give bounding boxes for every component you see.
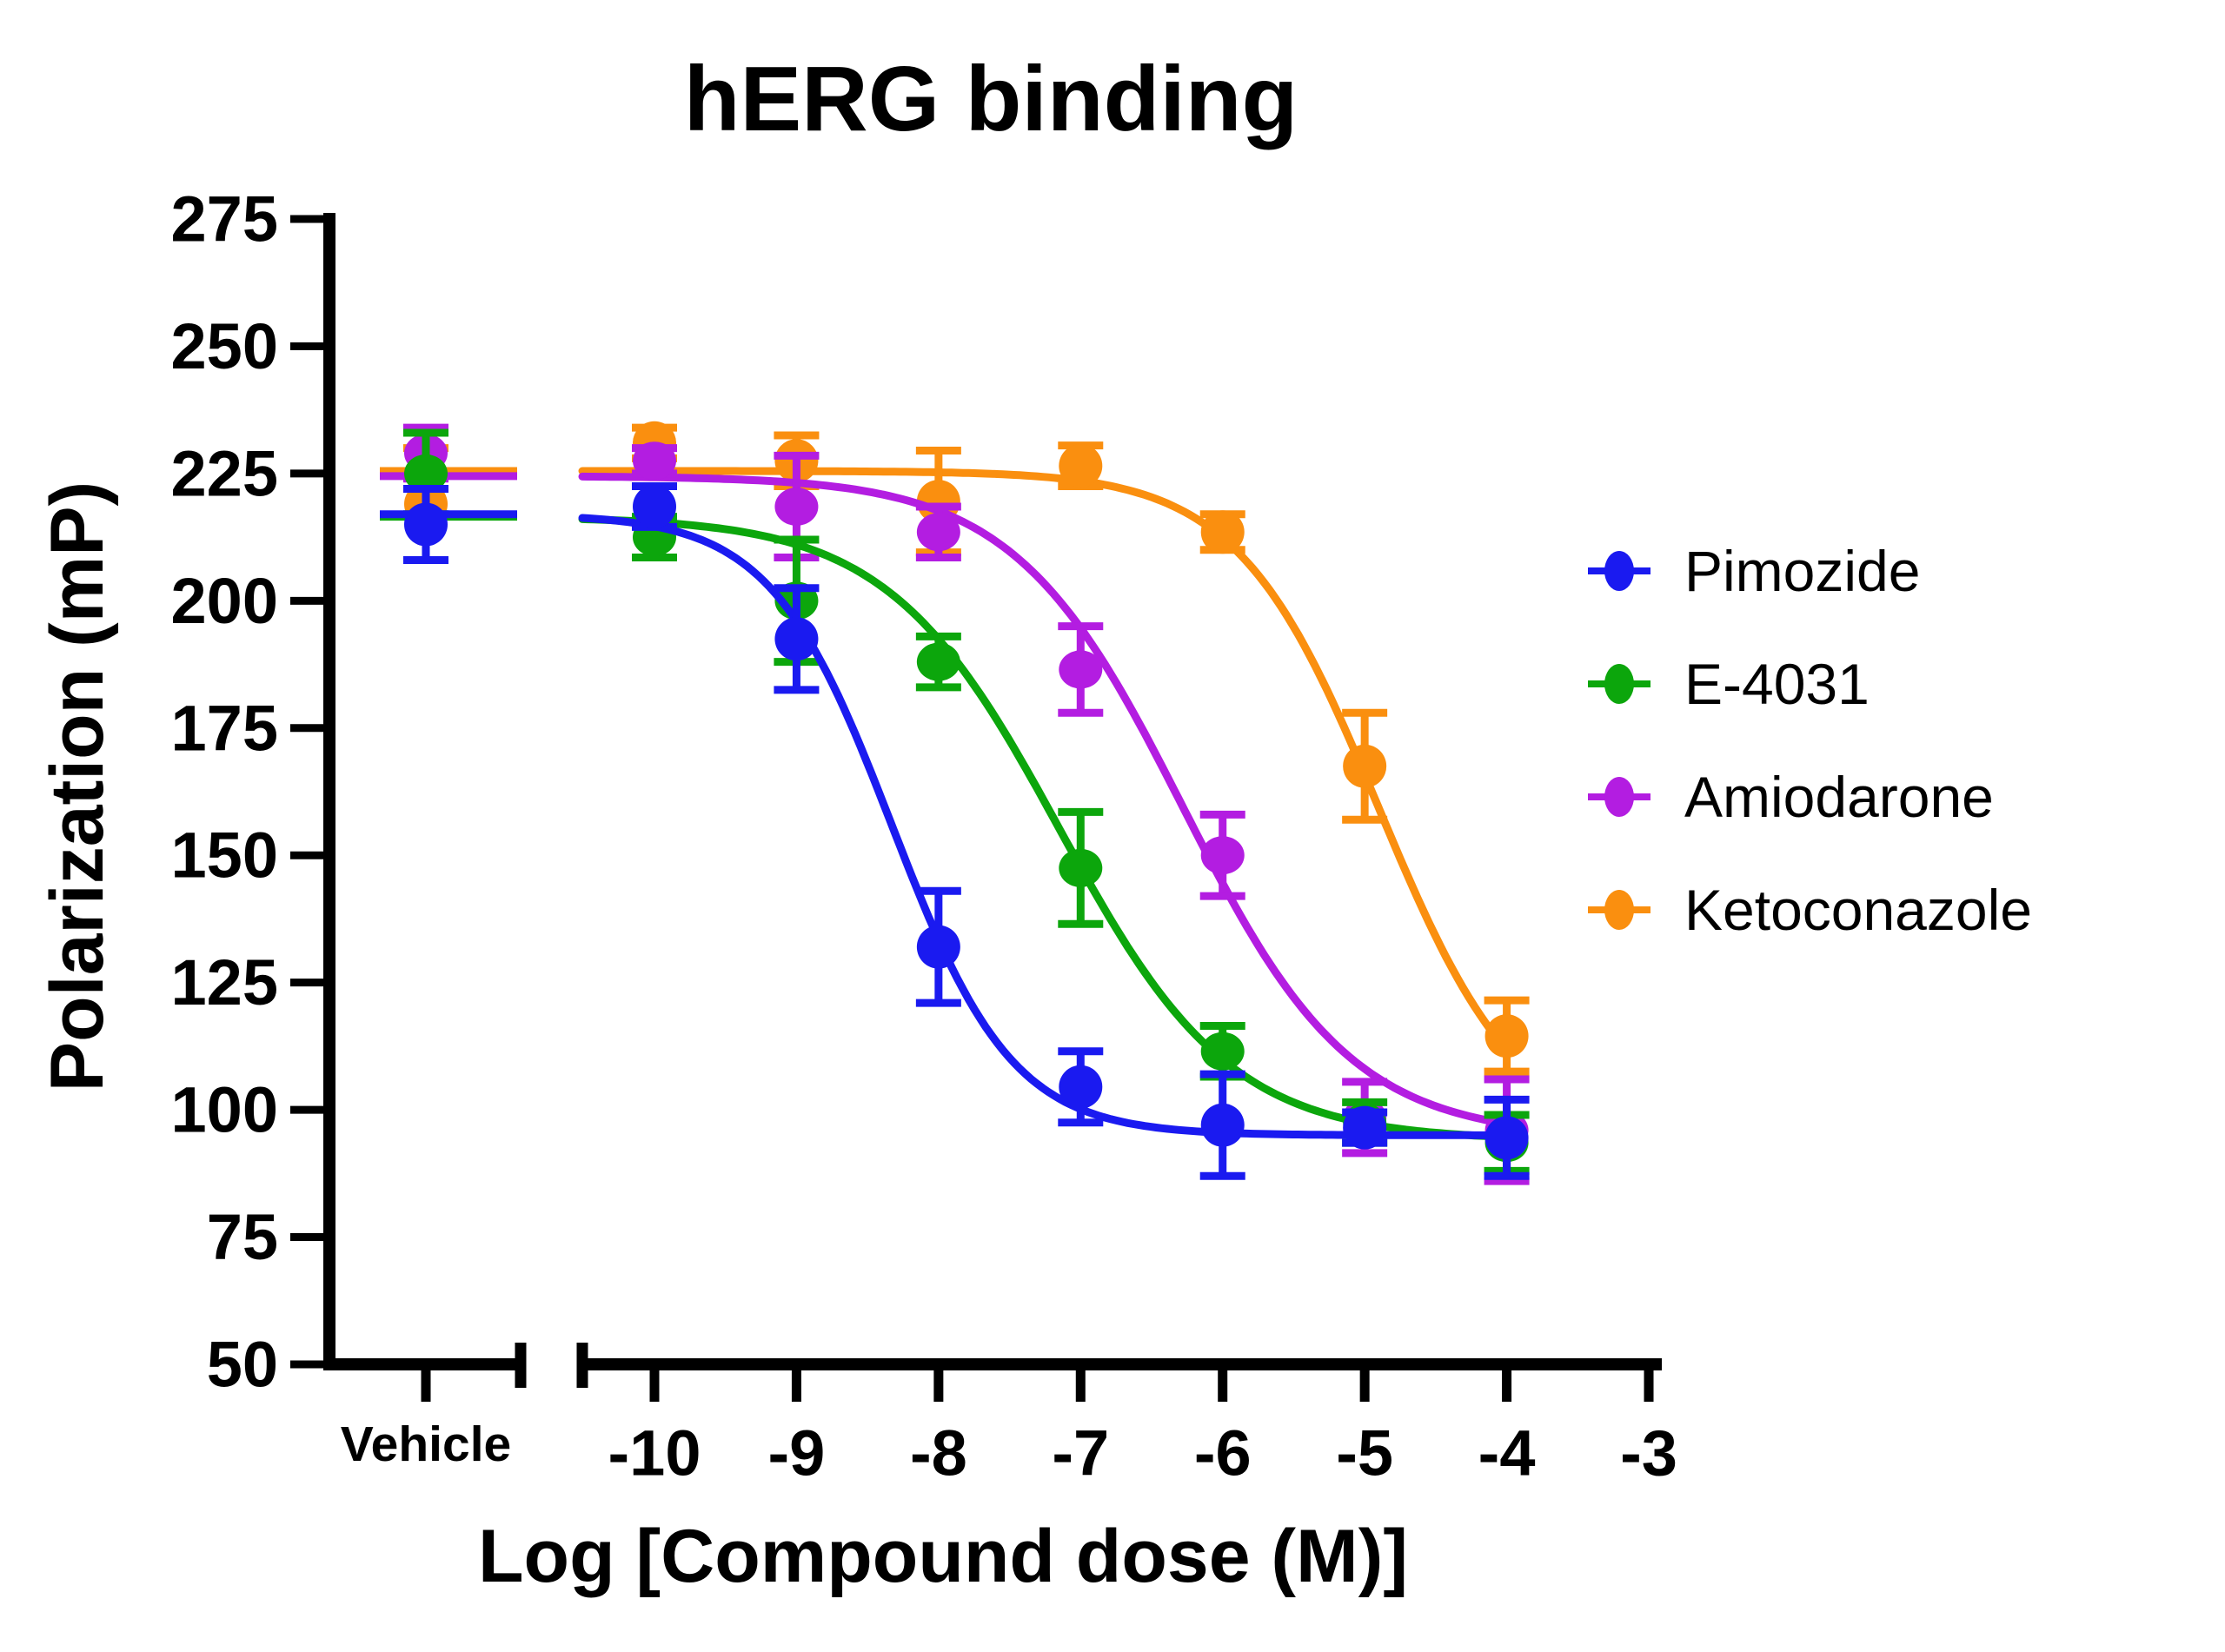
data-marker-pimozide--8	[916, 925, 960, 969]
data-marker-pimozide--5	[1343, 1105, 1387, 1150]
x-tick-label--4: -4	[1478, 1417, 1536, 1489]
data-marker-amiodarone--7	[1059, 650, 1103, 689]
fit-curve-ketoconazole	[578, 467, 1507, 1050]
y-axis-title: Polarization (mP)	[36, 481, 119, 1091]
x-tick-label--10: -10	[608, 1417, 701, 1489]
legend-marker-icon-e-4031	[1604, 664, 1634, 704]
data-marker-amiodarone--8	[916, 513, 960, 552]
legend-marker-icon-amiodarone	[1604, 777, 1634, 817]
x-tick-label--6: -6	[1194, 1417, 1252, 1489]
fit-curve-amiodarone	[578, 472, 1507, 1127]
x-tick-label--3: -3	[1620, 1417, 1677, 1489]
data-marker-e-4031--6	[1200, 1032, 1245, 1071]
data-marker-amiodarone--9	[774, 487, 819, 526]
x-axis-title: Log [Compound dose (M)]	[478, 1515, 1408, 1598]
data-marker-pimozide-vehicle	[404, 502, 448, 547]
y-tick-label-225: 225	[171, 437, 278, 509]
y-tick-label-150: 150	[171, 819, 278, 892]
x-tick-label--5: -5	[1336, 1417, 1393, 1489]
y-tick-label-50: 50	[207, 1329, 278, 1401]
series-amiodarone	[380, 423, 1530, 1185]
legend-marker-icon-ketoconazole	[1604, 890, 1634, 930]
x-tick-label--7: -7	[1052, 1417, 1109, 1489]
legend-item-e-4031: E-4031	[1588, 652, 1870, 716]
legend-item-ketoconazole: Ketoconazole	[1588, 878, 2032, 942]
series-pimozide	[380, 482, 1530, 1180]
data-marker-pimozide--4	[1484, 1116, 1529, 1160]
y-tick-label-250: 250	[171, 310, 278, 382]
y-tick-label-200: 200	[171, 565, 278, 637]
data-marker-e-4031--8	[916, 642, 960, 681]
legend-marker-icon-pimozide	[1604, 551, 1634, 591]
legend-label-e-4031: E-4031	[1684, 652, 1870, 716]
data-marker-pimozide--10	[633, 484, 676, 528]
legend-item-amiodarone: Amiodarone	[1588, 765, 1994, 829]
data-marker-ketoconazole--7	[1059, 444, 1103, 488]
fit-curve-e-4031	[578, 514, 1507, 1141]
y-tick-label-100: 100	[171, 1074, 278, 1146]
data-marker-e-4031-vehicle	[404, 454, 448, 493]
y-tick-label-275: 275	[171, 182, 278, 255]
y-tick-label-175: 175	[171, 692, 278, 764]
data-series	[380, 421, 1530, 1185]
legend-label-ketoconazole: Ketoconazole	[1684, 878, 2032, 942]
legend-label-amiodarone: Amiodarone	[1684, 765, 1994, 829]
x-tick-label--9: -9	[768, 1417, 826, 1489]
axes: 275 250 225 200 175 150 125 100 75 50 Vehicle -10 -9…	[171, 182, 1677, 1489]
y-tick-label-75: 75	[207, 1201, 278, 1273]
y-tick-label-125: 125	[171, 946, 278, 1018]
legend-label-pimozide: Pimozide	[1684, 539, 1920, 603]
data-marker-ketoconazole--4	[1484, 1014, 1529, 1058]
vehicle-tick-label: Vehicle	[341, 1416, 511, 1472]
x-tick-label--8: -8	[910, 1417, 967, 1489]
data-marker-ketoconazole--6	[1200, 510, 1245, 554]
data-marker-e-4031--7	[1059, 848, 1103, 887]
legend-item-pimozide: Pimozide	[1588, 539, 1920, 603]
data-marker-amiodarone--6	[1200, 836, 1245, 875]
chart-title: hERG binding	[684, 48, 1298, 150]
data-marker-pimozide--9	[774, 617, 819, 661]
fit-curve-pimozide	[578, 514, 1507, 1139]
data-marker-pimozide--7	[1059, 1065, 1103, 1109]
data-marker-ketoconazole--5	[1343, 744, 1387, 788]
data-marker-amiodarone--10	[633, 441, 676, 481]
data-marker-pimozide--6	[1200, 1103, 1245, 1147]
legend: Pimozide E-4031 Amiodarone Ketoconazole	[1588, 539, 2032, 942]
